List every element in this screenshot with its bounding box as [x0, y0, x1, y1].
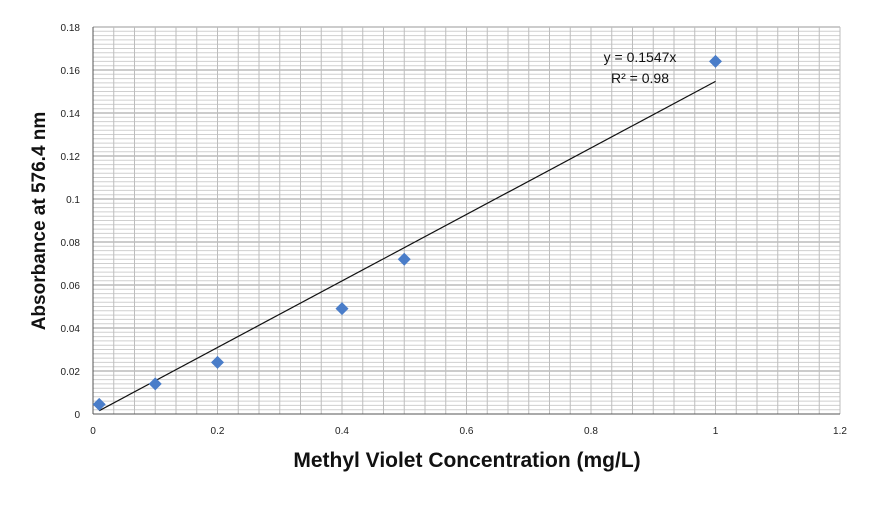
y-tick-label: 0 — [74, 410, 80, 421]
x-tick-label: 0.4 — [335, 426, 349, 437]
y-tick-label: 0.04 — [61, 324, 81, 335]
data-point — [148, 377, 162, 391]
y-tick-label: 0.12 — [61, 152, 81, 163]
y-tick-label: 0.1 — [66, 195, 80, 206]
x-tick-label: 1.2 — [833, 426, 847, 437]
trendline-path — [98, 80, 716, 412]
x-axis-title: Methyl Violet Concentration (mg/L) — [293, 449, 640, 472]
trendline-labels: y = 0.1547x R² = 0.98 — [604, 49, 677, 86]
trendline-r-squared: R² = 0.98 — [611, 70, 669, 86]
x-tick-label: 1 — [713, 426, 719, 437]
y-axis-title: Absorbance at 576.4 nm — [29, 112, 50, 331]
trendline — [98, 80, 716, 412]
data-point — [211, 355, 224, 369]
y-tick-label: 0.08 — [61, 238, 81, 249]
x-tick-label: 0.6 — [460, 426, 474, 437]
x-tick-labels: 0 0.2 0.4 0.6 0.8 1 1.2 — [90, 426, 847, 437]
data-point — [92, 397, 106, 411]
data-point — [709, 54, 722, 68]
x-tick-label: 0.2 — [211, 426, 225, 437]
y-tick-label: 0.14 — [61, 109, 81, 120]
y-tick-label: 0.16 — [61, 66, 81, 77]
y-tick-label: 0.06 — [61, 281, 81, 292]
data-point — [335, 302, 349, 316]
gridlines — [93, 26, 841, 414]
axes — [92, 27, 840, 415]
y-tick-label: 0.02 — [61, 367, 81, 378]
data-points — [92, 54, 722, 411]
x-tick-label: 0.8 — [584, 426, 598, 437]
x-tick-label: 0 — [90, 426, 96, 437]
y-tick-label: 0.18 — [61, 23, 81, 34]
y-tick-labels: 0 0.02 0.04 0.06 0.08 0.1 0.12 0.14 0.16 0.18 — [61, 23, 81, 421]
trendline-equation: y = 0.1547x — [604, 49, 677, 65]
data-point — [397, 252, 411, 266]
